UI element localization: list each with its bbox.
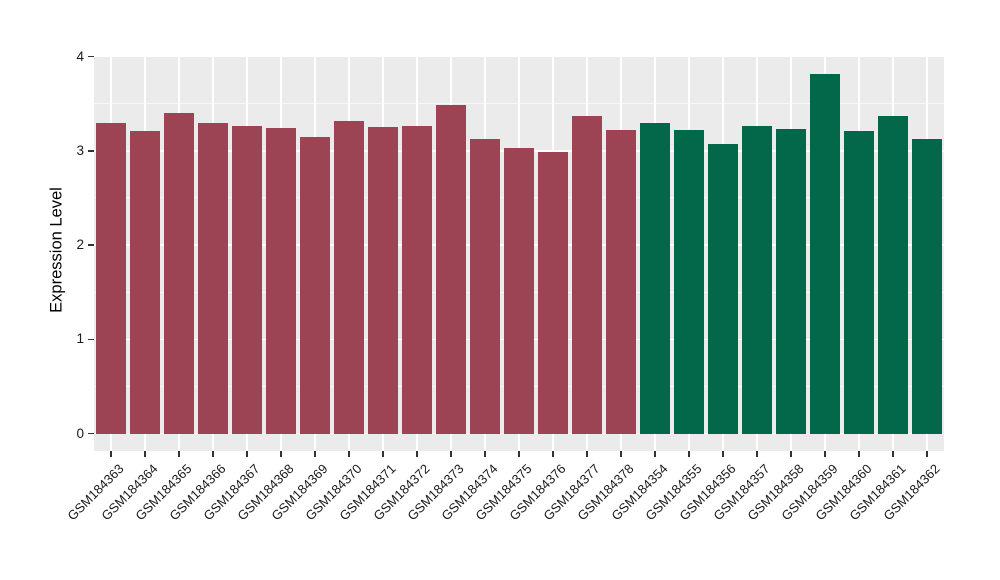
bar <box>130 130 160 434</box>
x-axis-tick <box>450 451 452 457</box>
y-axis-tick-label: 4 <box>76 48 84 64</box>
bar <box>878 115 908 434</box>
bar <box>776 129 806 434</box>
y-axis-tick-label: 3 <box>76 142 84 158</box>
x-axis-tick-label: GSM184370 <box>302 461 365 524</box>
bar <box>436 104 466 434</box>
x-axis-tick <box>926 451 928 457</box>
x-axis-tick-label: GSM184364 <box>98 461 161 524</box>
x-axis-tick-label: GSM184373 <box>404 461 467 524</box>
bar <box>368 127 398 434</box>
bar <box>470 139 500 434</box>
bar <box>640 123 670 434</box>
x-axis-tick <box>654 451 656 457</box>
bar <box>912 138 942 434</box>
x-axis-tick-label: GSM184356 <box>676 461 739 524</box>
x-axis-tick-label: GSM184366 <box>166 461 229 524</box>
x-axis-tick <box>688 451 690 457</box>
x-axis-tick <box>348 451 350 457</box>
x-axis-tick <box>790 451 792 457</box>
x-axis-tick <box>756 451 758 457</box>
x-axis-tick <box>484 451 486 457</box>
x-axis-tick-label: GSM184355 <box>642 461 705 524</box>
bar <box>504 147 534 434</box>
y-axis-tick-label: 1 <box>76 331 84 347</box>
x-axis-tick-label: GSM184374 <box>438 461 501 524</box>
bar <box>742 126 772 434</box>
x-axis-tick <box>416 451 418 457</box>
x-axis-tick-label: GSM184362 <box>880 461 943 524</box>
bar <box>334 120 364 434</box>
x-axis-tick-label: GSM184357 <box>710 461 773 524</box>
bar <box>674 130 704 434</box>
x-axis-tick <box>314 451 316 457</box>
bar <box>198 123 228 434</box>
x-axis-tick-label: GSM184360 <box>812 461 875 524</box>
x-axis-tick-label: GSM184375 <box>472 461 535 524</box>
x-axis-tick <box>892 451 894 457</box>
x-axis-tick <box>518 451 520 457</box>
x-axis-tick <box>246 451 248 457</box>
bar <box>164 113 194 434</box>
bar <box>300 136 330 434</box>
x-axis-tick <box>552 451 554 457</box>
x-axis-tick-label: GSM184378 <box>574 461 637 524</box>
x-axis-tick-label: GSM184369 <box>268 461 331 524</box>
bar <box>232 126 262 434</box>
x-axis-tick-label: GSM184358 <box>744 461 807 524</box>
x-axis-tick <box>824 451 826 457</box>
x-axis-tick <box>144 451 146 457</box>
x-axis-tick <box>620 451 622 457</box>
bar <box>810 74 840 434</box>
x-axis-tick <box>212 451 214 457</box>
x-axis-tick <box>586 451 588 457</box>
x-axis-tick-label: GSM184371 <box>336 461 399 524</box>
bar <box>606 130 636 434</box>
bar <box>96 123 126 434</box>
x-axis-tick-label: GSM184376 <box>506 461 569 524</box>
bar <box>538 151 568 434</box>
x-axis-tick <box>858 451 860 457</box>
bar <box>708 144 738 434</box>
bar <box>266 128 296 434</box>
x-axis-tick <box>110 451 112 457</box>
y-axis-title: Expression Level <box>47 187 66 313</box>
x-axis-tick-label: GSM184377 <box>540 461 603 524</box>
x-axis-tick <box>178 451 180 457</box>
y-axis-tick-label: 0 <box>76 425 84 441</box>
x-axis-tick-label: GSM184359 <box>778 461 841 524</box>
x-axis-tick-label: GSM184368 <box>234 461 297 524</box>
x-axis-tick-label: GSM184363 <box>64 461 127 524</box>
x-axis-tick <box>722 451 724 457</box>
x-axis-tick-label: GSM184365 <box>132 461 195 524</box>
plot-panel <box>94 56 944 451</box>
x-axis-tick-label: GSM184367 <box>200 461 263 524</box>
bar <box>572 115 602 434</box>
bar <box>844 130 874 434</box>
x-axis-tick-label: GSM184372 <box>370 461 433 524</box>
x-axis-tick-label: GSM184354 <box>608 461 671 524</box>
bar <box>402 126 432 434</box>
x-axis-tick-label: GSM184361 <box>846 461 909 524</box>
x-axis-tick <box>280 451 282 457</box>
x-axis-tick <box>382 451 384 457</box>
